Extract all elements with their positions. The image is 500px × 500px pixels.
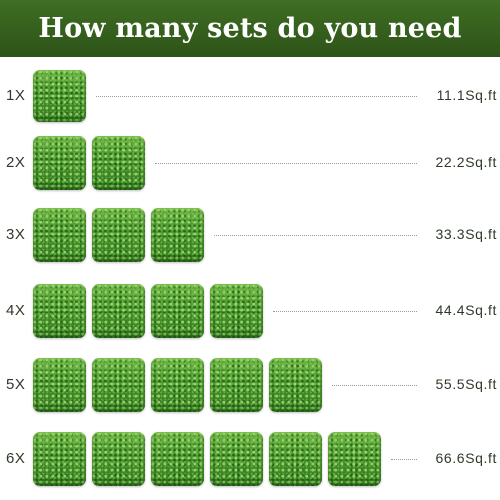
leader-dots bbox=[273, 311, 417, 312]
set-count-label: 4X bbox=[6, 302, 26, 319]
page-title: How many sets do you need bbox=[38, 13, 462, 44]
boxwood-panel-image bbox=[33, 70, 86, 122]
set-row: 4X 44.4Sq.ft bbox=[0, 284, 500, 344]
coverage-value: 33.3Sq.ft bbox=[435, 226, 497, 242]
boxwood-panel-image bbox=[151, 432, 204, 486]
coverage-value: 44.4Sq.ft bbox=[435, 302, 497, 318]
boxwood-panel-image bbox=[151, 208, 204, 262]
set-count-label: 6X bbox=[6, 450, 26, 467]
boxwood-panel-image bbox=[151, 284, 204, 338]
boxwood-panel-image bbox=[92, 208, 145, 262]
coverage-value: 66.6Sq.ft bbox=[435, 450, 497, 466]
boxwood-panel-image bbox=[269, 432, 322, 486]
set-row: 2X 22.2Sq.ft bbox=[0, 136, 500, 196]
set-count-label: 3X bbox=[6, 226, 26, 243]
boxwood-panel-image bbox=[33, 358, 86, 412]
boxwood-panel-image bbox=[210, 432, 263, 486]
leader-dots bbox=[155, 163, 417, 164]
coverage-value: 55.5Sq.ft bbox=[435, 376, 497, 392]
boxwood-panel-image bbox=[328, 432, 381, 486]
boxwood-panel-image bbox=[33, 136, 86, 190]
boxwood-panel-image bbox=[92, 284, 145, 338]
boxwood-panel-image bbox=[210, 358, 263, 412]
boxwood-panel-image bbox=[92, 432, 145, 486]
leader-dots bbox=[332, 385, 417, 386]
set-row: 3X 33.3Sq.ft bbox=[0, 208, 500, 268]
set-row: 5X 55.5Sq.ft bbox=[0, 358, 500, 418]
leader-dots bbox=[391, 459, 417, 460]
boxwood-panel-image bbox=[269, 358, 322, 412]
coverage-value: 11.1Sq.ft bbox=[436, 87, 497, 103]
leader-dots bbox=[96, 96, 417, 97]
boxwood-panel-image bbox=[210, 284, 263, 338]
boxwood-panel-image bbox=[92, 358, 145, 412]
boxwood-panel-image bbox=[33, 284, 86, 338]
set-row: 6X 66.6Sq.ft bbox=[0, 432, 500, 492]
leader-dots bbox=[214, 235, 417, 236]
header-banner: How many sets do you need bbox=[0, 0, 500, 57]
coverage-value: 22.2Sq.ft bbox=[435, 154, 497, 170]
set-count-label: 1X bbox=[6, 87, 26, 104]
boxwood-panel-image bbox=[92, 136, 145, 190]
boxwood-panel-image bbox=[33, 208, 86, 262]
set-count-label: 5X bbox=[6, 376, 26, 393]
set-row: 1X 11.1Sq.ft bbox=[0, 70, 500, 130]
boxwood-panel-image bbox=[151, 358, 204, 412]
set-count-label: 2X bbox=[6, 154, 26, 171]
boxwood-panel-image bbox=[33, 432, 86, 486]
